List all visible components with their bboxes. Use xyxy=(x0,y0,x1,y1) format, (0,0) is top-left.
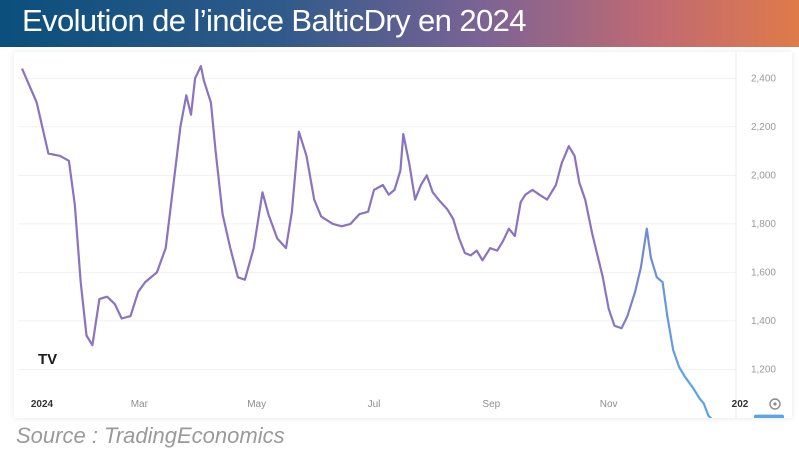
chart-panel: 1,200 1,400 1,600 1,800 2,000 2,200 2,400 2024… xyxy=(14,52,792,418)
source-note: Source : TradingEconomics xyxy=(16,423,285,448)
x-axis-labels: 2024 Mar May Jul Sep Nov 202 xyxy=(31,399,749,410)
last-value-badge xyxy=(754,414,784,418)
title-banner: Evolution de l’indice BalticDry en 2024 xyxy=(0,0,799,47)
series-line[interactable] xyxy=(20,65,717,418)
settings-gear-icon[interactable] xyxy=(769,398,781,410)
y-tick-label: 1,400 xyxy=(751,316,776,327)
x-tick-label: Jul xyxy=(368,399,381,410)
x-tick-label: Sep xyxy=(482,399,500,410)
grid-lines xyxy=(18,52,737,418)
y-tick-label: 2,400 xyxy=(751,73,776,84)
x-tick-label: May xyxy=(247,399,266,410)
y-tick-label: 2,200 xyxy=(751,122,776,133)
y-axis-labels: 1,200 1,400 1,600 1,800 2,000 2,200 2,400 xyxy=(751,73,776,375)
tradingview-logo: TV xyxy=(38,351,57,368)
x-tick-label: 2024 xyxy=(31,399,54,410)
y-tick-label: 2,000 xyxy=(751,170,776,181)
y-tick-label: 1,200 xyxy=(751,364,776,375)
y-tick-label: 1,800 xyxy=(751,219,776,230)
line-chart: 1,200 1,400 1,600 1,800 2,000 2,200 2,400 2024… xyxy=(18,52,784,418)
x-tick-label: Mar xyxy=(131,399,149,410)
page-title: Evolution de l’indice BalticDry en 2024 xyxy=(22,3,527,38)
y-tick-label: 1,600 xyxy=(751,267,776,278)
x-tick-label: Nov xyxy=(600,399,618,410)
x-tick-label: 202 xyxy=(732,399,749,410)
